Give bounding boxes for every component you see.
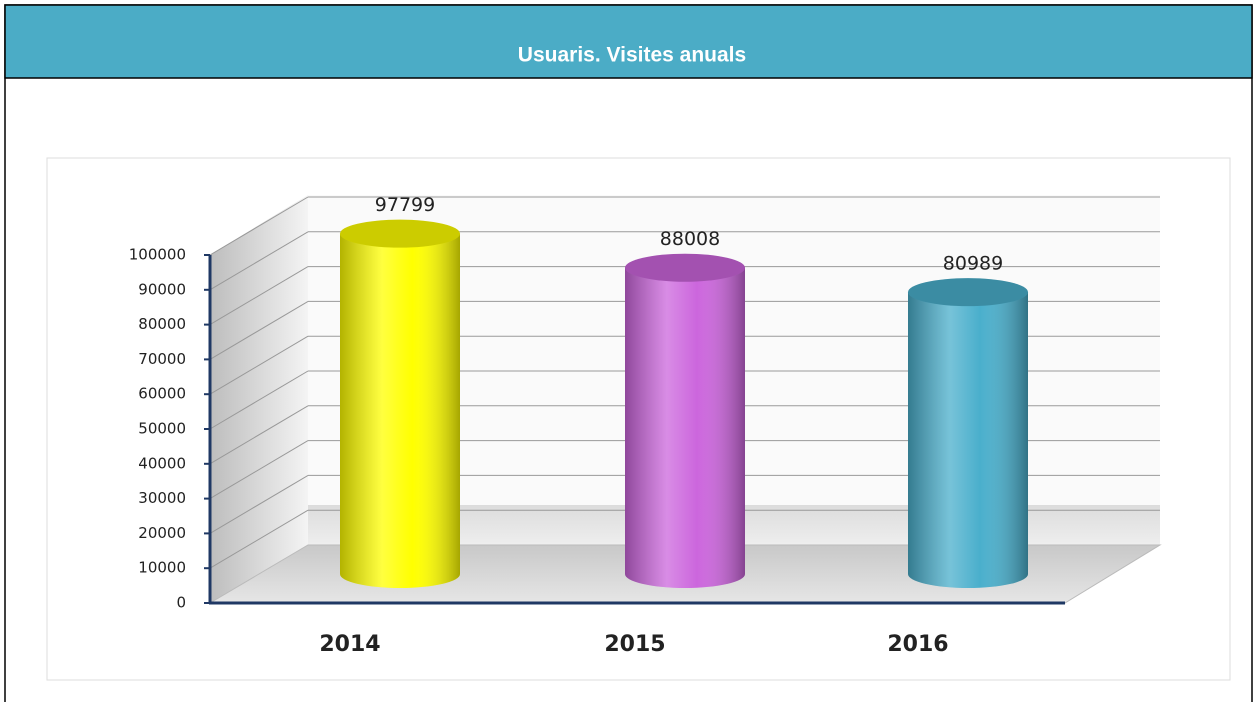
bar-shade bbox=[340, 233, 460, 588]
cylinder bbox=[340, 219, 460, 588]
grid-line bbox=[209, 405, 309, 465]
bar-top bbox=[625, 253, 745, 282]
value-label: 80989 bbox=[943, 253, 1003, 275]
bar-shade bbox=[908, 292, 1028, 588]
y-tick-label: 10000 bbox=[138, 559, 186, 577]
bar-shade bbox=[625, 267, 745, 588]
y-tick-label: 0 bbox=[176, 594, 186, 612]
y-tick-label: 40000 bbox=[138, 454, 186, 472]
grid-line bbox=[209, 474, 309, 534]
y-tick-label: 70000 bbox=[138, 350, 186, 368]
grid-line bbox=[209, 266, 309, 326]
grid-line bbox=[209, 231, 309, 291]
y-tick-label: 20000 bbox=[138, 524, 186, 542]
grid-line bbox=[209, 440, 309, 500]
bar-top bbox=[908, 278, 1028, 307]
side-wall bbox=[210, 195, 308, 603]
y-tick-label: 50000 bbox=[138, 420, 186, 438]
cylinder bbox=[625, 253, 745, 588]
y-tick-label: 30000 bbox=[138, 489, 186, 507]
value-label: 97799 bbox=[375, 194, 435, 216]
x-tick-label: 2016 bbox=[887, 632, 948, 657]
value-label: 88008 bbox=[660, 228, 720, 250]
bar-top-shade bbox=[340, 219, 460, 248]
bar-top-shade bbox=[625, 253, 745, 282]
bar-top bbox=[340, 219, 460, 248]
grid-line bbox=[209, 300, 309, 360]
chart-panel bbox=[46, 157, 1231, 681]
cylinder bbox=[908, 278, 1028, 588]
grid-line bbox=[209, 509, 309, 569]
x-tick-label: 2014 bbox=[319, 632, 380, 657]
y-tick-label: 100000 bbox=[129, 246, 186, 264]
y-tick-label: 80000 bbox=[138, 315, 186, 333]
grid-line bbox=[209, 196, 309, 256]
bar-top-shade bbox=[908, 278, 1028, 307]
grid-line bbox=[209, 335, 309, 395]
y-tick-label: 60000 bbox=[138, 385, 186, 403]
grid-line bbox=[209, 370, 309, 430]
y-tick-label: 90000 bbox=[138, 280, 186, 298]
chart-title: Usuaris. Visites anuals bbox=[518, 44, 746, 67]
x-tick-label: 2015 bbox=[604, 632, 665, 657]
header bbox=[4, 4, 1253, 79]
